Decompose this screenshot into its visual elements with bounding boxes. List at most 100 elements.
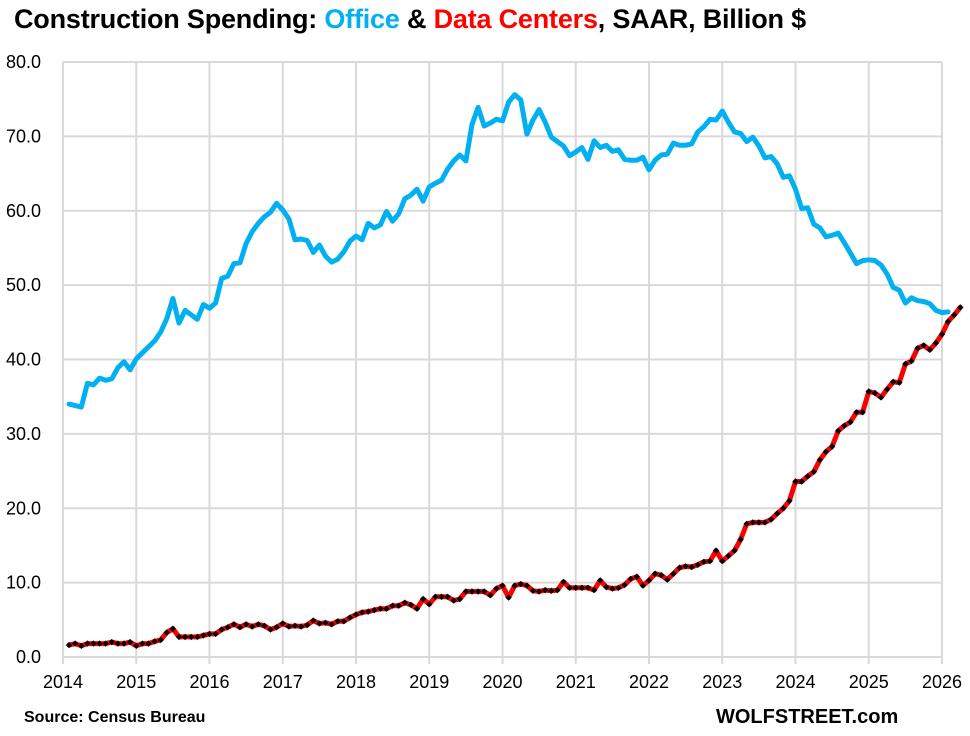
data-point-marker xyxy=(200,632,207,639)
title-amp: & xyxy=(399,4,434,34)
data-point-marker xyxy=(749,519,756,526)
y-tick-label: 20.0 xyxy=(6,498,41,518)
data-point-marker xyxy=(609,585,616,592)
data-point-marker xyxy=(871,389,879,397)
data-point-marker xyxy=(590,586,598,594)
data-point-marker xyxy=(767,516,775,523)
data-point-marker xyxy=(535,588,543,595)
data-point-marker xyxy=(639,582,647,589)
data-point-marker xyxy=(548,587,555,594)
data-point-marker xyxy=(297,623,305,630)
x-tick-label: 2014 xyxy=(43,672,83,692)
series-line-office xyxy=(66,92,951,410)
x-tick-label: 2025 xyxy=(849,672,889,692)
data-point-marker xyxy=(291,622,299,629)
data-point-marker xyxy=(413,605,421,612)
y-tick-label: 10.0 xyxy=(6,573,41,593)
data-point-marker xyxy=(206,630,213,638)
data-point-marker xyxy=(597,577,604,584)
data-point-marker xyxy=(230,621,238,628)
data-point-marker xyxy=(932,339,940,347)
data-point-marker xyxy=(108,638,115,646)
data-point-marker xyxy=(438,593,445,600)
data-point-marker xyxy=(908,357,915,365)
data-point-marker xyxy=(822,448,830,455)
data-point-marker xyxy=(828,443,836,450)
data-point-marker xyxy=(304,621,311,629)
data-point-marker xyxy=(584,584,592,591)
data-point-marker xyxy=(133,642,140,649)
y-tick-label: 50.0 xyxy=(6,275,41,295)
data-point-marker xyxy=(328,621,335,628)
data-point-marker xyxy=(658,572,665,579)
title-data-centers: Data Centers xyxy=(433,4,598,34)
brand-label: WOLFSTREET.com xyxy=(716,706,899,728)
x-tick-label: 2022 xyxy=(629,672,669,692)
data-point-marker xyxy=(279,620,286,627)
x-tick-label: 2020 xyxy=(482,672,522,692)
data-point-marker xyxy=(682,563,689,570)
chart-title: Construction Spending: Office & Data Cen… xyxy=(14,4,806,35)
data-point-marker xyxy=(804,473,811,480)
data-point-marker xyxy=(554,586,561,594)
data-point-marker xyxy=(505,594,512,601)
data-point-marker xyxy=(371,606,378,614)
data-point-marker xyxy=(712,547,720,554)
data-point-marker xyxy=(902,360,909,368)
gridlines xyxy=(62,61,943,664)
series-line-data-centers xyxy=(66,304,963,649)
y-tick-label: 40.0 xyxy=(6,350,41,370)
data-point-marker xyxy=(322,619,329,626)
data-point-marker xyxy=(706,557,714,565)
title-office: Office xyxy=(324,4,400,34)
data-point-marker xyxy=(859,409,866,416)
x-tick-label: 2026 xyxy=(922,672,962,692)
data-point-marker xyxy=(914,345,921,352)
data-point-marker xyxy=(737,536,744,543)
y-axis-labels: 0.0 10.0 20.0 30.0 40.0 50.0 60.0 70.0 80.0 xyxy=(6,52,41,667)
data-point-marker xyxy=(444,593,451,600)
data-point-marker xyxy=(572,584,579,591)
data-point-marker xyxy=(102,640,109,647)
data-point-marker xyxy=(890,378,897,385)
data-point-marker xyxy=(352,611,360,618)
data-point-marker xyxy=(517,580,524,588)
data-point-marker xyxy=(835,427,842,435)
data-point-marker xyxy=(236,624,244,631)
data-point-marker xyxy=(627,575,634,583)
data-point-marker xyxy=(493,585,500,592)
data-point-marker xyxy=(688,563,695,571)
data-point-marker xyxy=(957,304,964,311)
data-point-marker xyxy=(774,510,781,517)
data-point-marker xyxy=(145,640,152,647)
data-point-marker xyxy=(90,640,97,647)
data-point-marker xyxy=(468,588,476,595)
data-point-marker xyxy=(383,605,390,612)
data-point-marker xyxy=(853,409,860,416)
x-tick-label: 2024 xyxy=(775,672,815,692)
data-point-marker xyxy=(72,640,79,647)
data-point-marker xyxy=(358,609,366,616)
series-markers xyxy=(65,304,964,649)
data-point-marker xyxy=(529,587,537,594)
data-point-marker xyxy=(261,622,268,629)
data-point-marker xyxy=(310,617,317,624)
data-point-marker xyxy=(700,558,708,565)
data-point-marker xyxy=(920,342,927,349)
data-point-marker xyxy=(126,638,134,646)
data-point-marker xyxy=(255,621,262,628)
data-point-marker xyxy=(877,394,885,401)
data-point-marker xyxy=(432,593,439,600)
data-point-marker xyxy=(926,346,933,353)
data-point-marker xyxy=(218,626,225,633)
data-point-marker xyxy=(175,633,183,641)
data-point-marker xyxy=(316,620,323,627)
data-point-marker xyxy=(578,584,586,591)
data-point-marker xyxy=(285,623,293,630)
data-point-marker xyxy=(786,497,793,504)
data-point-marker xyxy=(633,573,640,580)
data-point-marker xyxy=(114,640,122,647)
data-point-marker xyxy=(181,633,189,641)
y-tick-label: 0.0 xyxy=(16,647,41,667)
data-point-marker xyxy=(346,614,354,621)
